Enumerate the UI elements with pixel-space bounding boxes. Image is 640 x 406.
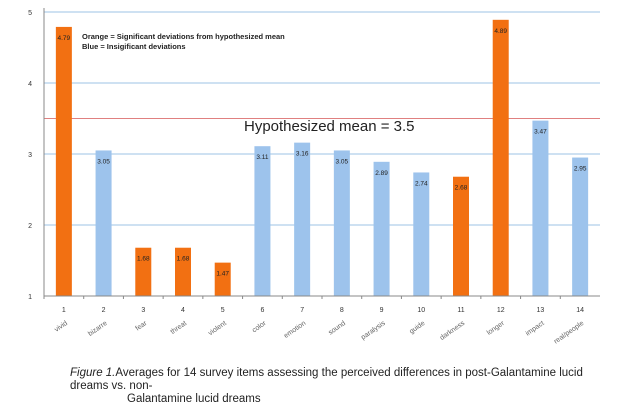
bar xyxy=(572,157,589,296)
item-label: paralysis xyxy=(360,320,387,342)
x-tick-label: 2 xyxy=(102,307,106,314)
bar-value-label: 2.68 xyxy=(455,185,468,192)
bar xyxy=(95,150,112,296)
bar xyxy=(532,120,549,296)
legend-significant: Orange = Significant deviations from hyp… xyxy=(82,32,285,41)
item-label: violent xyxy=(207,320,228,337)
item-label: color xyxy=(251,320,268,335)
bar-value-label: 4.79 xyxy=(58,35,71,42)
bar-value-label: 3.47 xyxy=(534,129,547,136)
bar xyxy=(492,19,509,297)
item-label: real/people xyxy=(553,320,585,346)
x-tick-label: 3 xyxy=(141,307,145,314)
bar xyxy=(453,176,469,296)
bar xyxy=(373,161,390,296)
bar xyxy=(175,247,191,296)
caption-line-1: Averages for 14 survey items assessing t… xyxy=(70,367,583,392)
x-tick-label: 8 xyxy=(340,307,344,314)
bar-value-label: 4.89 xyxy=(494,28,507,35)
figure-label: Figure 1. xyxy=(70,367,116,379)
hypothesized-mean-label: Hypothesized mean = 3.5 xyxy=(244,118,415,135)
bar-value-label: 2.89 xyxy=(375,170,388,177)
figure-caption: Figure 1.Averages for 14 survey items as… xyxy=(70,367,610,406)
item-label: guide xyxy=(408,320,426,336)
x-tick-label: 7 xyxy=(300,307,304,314)
y-tick-label: 2 xyxy=(28,223,32,230)
bar-value-label: 3.11 xyxy=(256,154,269,161)
item-label: fear xyxy=(135,320,149,333)
bar xyxy=(254,146,271,296)
item-label: bizarre xyxy=(87,320,109,338)
bar xyxy=(55,26,72,296)
item-label: threat xyxy=(169,320,188,336)
bar-value-label: 3.16 xyxy=(296,151,309,158)
x-tick-label: 11 xyxy=(457,307,464,314)
x-tick-label: 9 xyxy=(380,307,384,314)
item-label: impact xyxy=(525,320,546,338)
x-tick-label: 13 xyxy=(537,307,545,314)
bar-value-label: 2.74 xyxy=(415,180,428,187)
bar xyxy=(214,262,231,296)
bar-value-label: 1.68 xyxy=(177,256,190,263)
bars: 4.79 3.05 1.68 1.68 1.47 3.11 3.16 3.05 2.89 2.74… xyxy=(55,19,589,297)
bar xyxy=(333,150,350,296)
x-tick-label: 6 xyxy=(260,307,264,314)
item-label: vivid xyxy=(54,320,70,334)
legend-insignificant: Blue = Insigificant deviations xyxy=(82,42,186,51)
x-tick-label: 5 xyxy=(221,307,225,314)
y-tick-label: 5 xyxy=(28,10,32,17)
bar xyxy=(294,142,311,296)
y-tick-label: 4 xyxy=(28,81,32,88)
bar-value-label: 1.47 xyxy=(216,271,229,278)
item-label: darkness xyxy=(439,320,467,342)
x-tick-label: 12 xyxy=(497,307,505,314)
x-tick-label: 4 xyxy=(181,307,185,314)
item-label: emotion xyxy=(283,320,308,340)
x-tick-label: 14 xyxy=(576,307,584,314)
bar-value-label: 2.95 xyxy=(574,166,587,173)
bar-value-label: 3.05 xyxy=(336,158,349,165)
item-label: sound xyxy=(327,320,347,337)
axes: 123451vivid2bizarre3fear4threat5violent6… xyxy=(28,8,600,346)
x-tick-label: 1 xyxy=(62,307,66,314)
x-tick-label: 10 xyxy=(417,307,425,314)
bar xyxy=(413,172,430,296)
y-tick-label: 1 xyxy=(28,294,32,301)
y-tick-label: 3 xyxy=(28,152,32,159)
bar-value-label: 3.05 xyxy=(97,158,110,165)
bar-value-label: 1.68 xyxy=(137,256,150,263)
bar xyxy=(135,247,152,296)
item-label: longer xyxy=(486,320,507,337)
